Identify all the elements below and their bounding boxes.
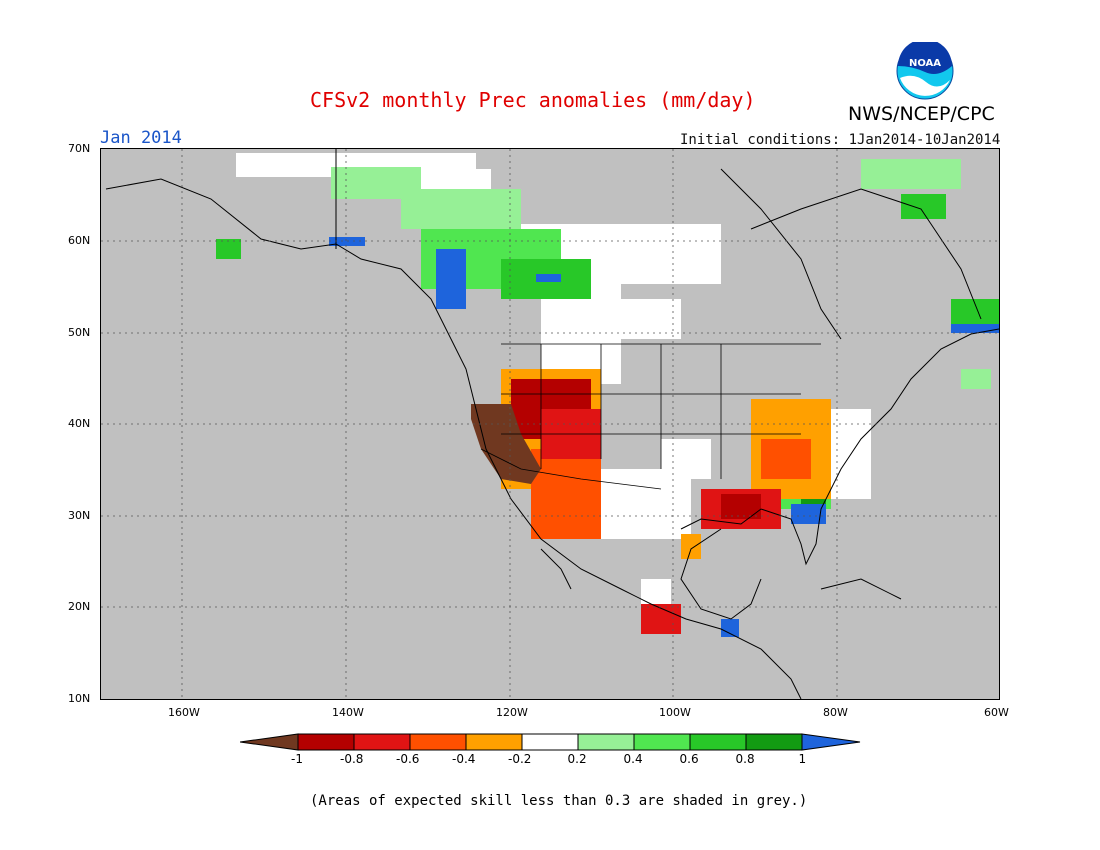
legend-swatch xyxy=(521,733,579,751)
chart-title: CFSv2 monthly Prec anomalies (mm/day) xyxy=(310,88,756,112)
legend-label: 1 xyxy=(798,752,807,766)
legend-label: 0.6 xyxy=(679,752,699,766)
lon-label: 160W xyxy=(168,706,200,719)
legend-label: -0.4 xyxy=(452,752,476,766)
legend-swatch xyxy=(297,733,355,751)
lat-label: 30N xyxy=(68,509,91,522)
legend-label: 0.4 xyxy=(623,752,643,766)
lon-label: 80W xyxy=(823,706,848,719)
lat-label: 60N xyxy=(68,234,91,247)
legend-label: 0.8 xyxy=(735,752,755,766)
lon-label: 100W xyxy=(659,706,691,719)
legend-label: -0.8 xyxy=(340,752,364,766)
lat-label: 40N xyxy=(68,417,91,430)
legend-swatch xyxy=(353,733,411,751)
legend-swatch xyxy=(577,733,635,751)
lat-label: 20N xyxy=(68,600,91,613)
legend-swatch xyxy=(801,733,861,751)
legend-label: -0.6 xyxy=(396,752,420,766)
initial-conditions: Initial conditions: 1Jan2014-10Jan2014 xyxy=(680,132,1001,148)
legend-swatch xyxy=(240,733,299,751)
agency-label: NWS/NCEP/CPC xyxy=(848,103,995,125)
legend-swatch xyxy=(745,733,803,751)
lat-label: 50N xyxy=(68,326,91,339)
skill-note: (Areas of expected skill less than 0.3 a… xyxy=(310,793,808,809)
legend-colorbar xyxy=(240,733,861,751)
legend-label: -1 xyxy=(291,752,303,766)
lon-label: 60W xyxy=(984,706,1009,719)
legend-label: 0.2 xyxy=(567,752,587,766)
legend-swatch xyxy=(465,733,523,751)
anomaly-map xyxy=(100,148,1000,700)
noaa-logo: NOAA xyxy=(896,42,954,100)
legend-swatch xyxy=(633,733,691,751)
political-borders xyxy=(480,343,821,490)
lon-label: 120W xyxy=(496,706,528,719)
graticule xyxy=(101,149,999,699)
svg-text:NOAA: NOAA xyxy=(909,58,941,69)
lat-label: 10N xyxy=(68,692,91,705)
legend-swatch xyxy=(689,733,747,751)
strongly-dry-anomaly-area xyxy=(471,404,541,484)
legend-swatch xyxy=(409,733,467,751)
coastlines xyxy=(105,149,999,699)
lon-label: 140W xyxy=(332,706,364,719)
strong-wet-anomaly-area xyxy=(329,237,999,637)
lat-label: 70N xyxy=(68,142,91,155)
legend-label: -0.2 xyxy=(508,752,532,766)
forecast-period: Jan 2014 xyxy=(100,128,182,148)
